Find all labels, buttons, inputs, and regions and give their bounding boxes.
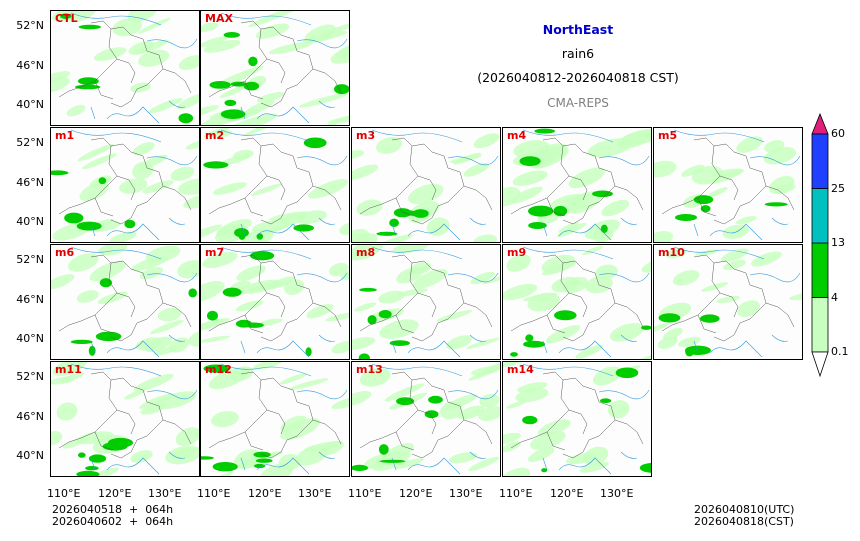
longitude-tick-label: 120°E <box>550 487 584 500</box>
init-time-cst: 2026040602 + 064h <box>52 515 174 528</box>
longitude-tick-label: 110°E <box>47 487 81 500</box>
latitude-tick-label: 46°N <box>16 59 44 72</box>
longitude-tick-label: 120°E <box>98 487 132 500</box>
map-panel-m5: m5 <box>653 127 803 243</box>
longitude-tick-label: 130°E <box>600 487 634 500</box>
latitude-tick-label: 46°N <box>16 410 44 423</box>
panel-label: m7 <box>205 246 225 259</box>
panel-label: m9 <box>507 246 527 259</box>
map-panel-ctl: CTL <box>50 10 200 126</box>
longitude-tick-label: 130°E <box>298 487 332 500</box>
longitude-tick-label: 130°E <box>148 487 182 500</box>
panel-label: MAX <box>205 12 233 25</box>
longitude-tick-label: 110°E <box>348 487 382 500</box>
latitude-tick-label: 40°N <box>16 98 44 111</box>
colorbar-extend-max <box>811 112 829 135</box>
map-panel-m13: m13 <box>351 361 501 477</box>
map-panel-m1: m1 <box>50 127 200 243</box>
map-panel-m6: m6 <box>50 244 200 360</box>
latitude-tick-label: 40°N <box>16 449 44 462</box>
valid-time-utc: 2026040810(UTC) <box>694 503 795 516</box>
panel-label: m6 <box>55 246 75 259</box>
region-title: NorthEast <box>542 22 614 37</box>
colorbar-extend-min <box>811 351 829 378</box>
latitude-tick-label: 52°N <box>16 19 44 32</box>
panel-label: m13 <box>356 363 383 376</box>
map-panel-max: MAX <box>200 10 350 126</box>
colorbar-tick-label: 0.1 <box>831 345 849 358</box>
map-panel-m4: m4 <box>502 127 652 243</box>
title-block: NorthEast rain6 (2026040812-2026040818 C… <box>352 22 804 110</box>
map-panel-m14: m14 <box>502 361 652 477</box>
panel-label: m3 <box>356 129 376 142</box>
longitude-tick-label: 120°E <box>248 487 282 500</box>
longitude-tick-label: 130°E <box>449 487 483 500</box>
panel-label: CTL <box>55 12 78 25</box>
colorbar <box>811 112 829 378</box>
colorbar-tick-label: 60 <box>831 127 845 140</box>
colorbar-tick-label: 4 <box>831 290 838 304</box>
panel-label: m8 <box>356 246 376 259</box>
model-title: CMA-REPS <box>547 96 609 110</box>
longitude-tick-label: 120°E <box>399 487 433 500</box>
panel-label: m11 <box>55 363 82 376</box>
longitude-tick-label: 110°E <box>499 487 533 500</box>
colorbar-segment <box>811 133 829 189</box>
map-panel-m3: m3 <box>351 127 501 243</box>
map-panel-m10: m10 <box>653 244 803 360</box>
period-title: (2026040812-2026040818 CST) <box>477 70 679 85</box>
init-time-utc: 2026040518 + 064h <box>52 503 174 516</box>
latitude-tick-label: 46°N <box>16 176 44 189</box>
panel-label: m12 <box>205 363 232 376</box>
panel-label: m2 <box>205 129 225 142</box>
longitude-tick-label: 110°E <box>197 487 231 500</box>
map-panel-m11: m11 <box>50 361 200 477</box>
panel-label: m14 <box>507 363 534 376</box>
latitude-tick-label: 46°N <box>16 293 44 306</box>
map-panel-m2: m2 <box>200 127 350 243</box>
colorbar-segment <box>811 297 829 353</box>
colorbar-tick-label: 25 <box>831 181 845 195</box>
panel-label: m4 <box>507 129 527 142</box>
latitude-tick-label: 52°N <box>16 253 44 266</box>
latitude-tick-label: 40°N <box>16 332 44 345</box>
map-panel-m12: m12 <box>200 361 350 477</box>
valid-time-cst: 2026040818(CST) <box>694 515 794 528</box>
map-panel-m9: m9 <box>502 244 652 360</box>
colorbar-segment <box>811 188 829 244</box>
latitude-tick-label: 52°N <box>16 136 44 149</box>
colorbar-tick-label: 13 <box>831 236 845 249</box>
panel-label: m5 <box>658 129 678 142</box>
map-panel-m8: m8 <box>351 244 501 360</box>
latitude-tick-label: 52°N <box>16 370 44 383</box>
latitude-tick-label: 40°N <box>16 215 44 228</box>
colorbar-segment <box>811 242 829 298</box>
variable-title: rain6 <box>561 46 595 61</box>
map-panel-m7: m7 <box>200 244 350 360</box>
panel-label: m1 <box>55 129 75 142</box>
panel-label: m10 <box>658 246 685 259</box>
